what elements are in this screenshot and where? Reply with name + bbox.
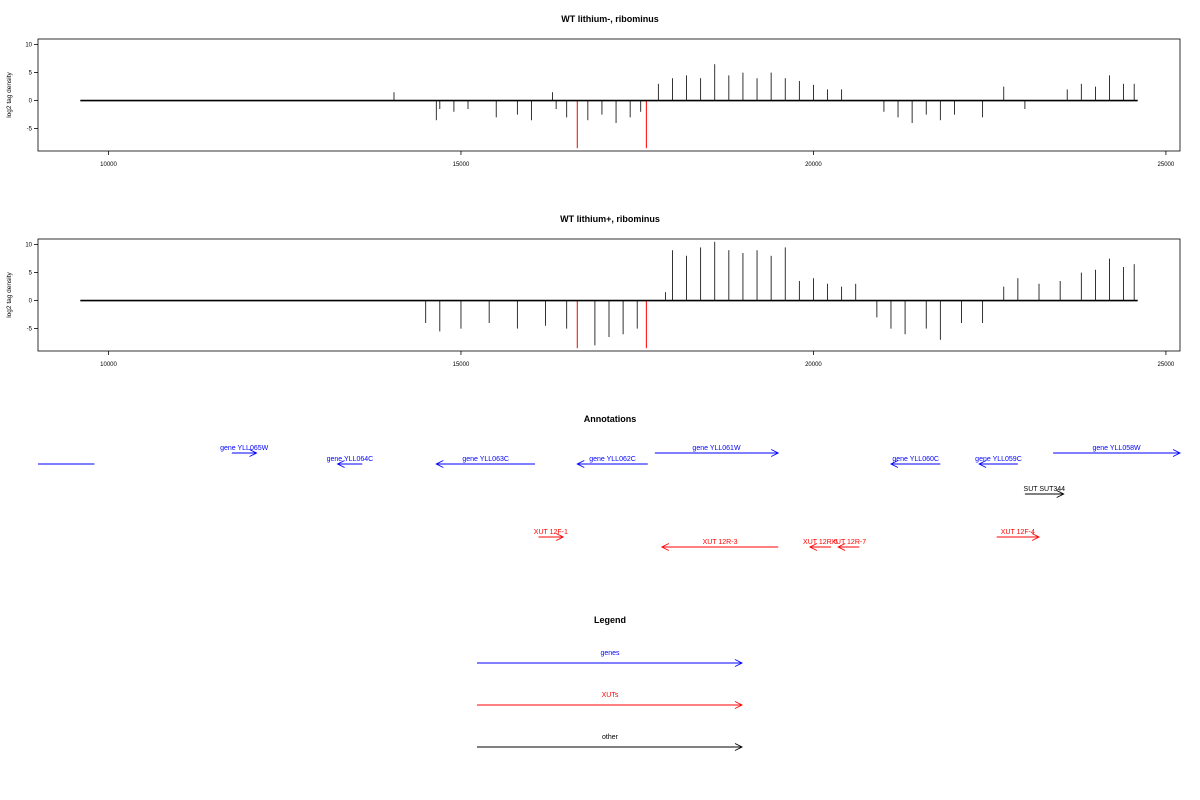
signal-bars bbox=[80, 241, 1138, 349]
panel-title: WT lithium-, ribominus bbox=[561, 14, 659, 24]
y-axis: -5 0 5 10 bbox=[25, 43, 38, 133]
arrowhead bbox=[889, 460, 899, 468]
legend-entry: other bbox=[477, 734, 744, 751]
feature: gene YLL064C bbox=[327, 456, 374, 468]
arrowhead bbox=[770, 449, 780, 457]
feature-label: gene YLL059C bbox=[975, 456, 1022, 463]
y-axis-label: log2 tag density bbox=[6, 71, 13, 117]
density-panel-lithium-minus: WT lithium-, ribominus log2 tag density … bbox=[6, 14, 1181, 168]
x-axis: 10000 15000 20000 25000 bbox=[100, 351, 1175, 368]
feature-label: gene YLL058W bbox=[1092, 445, 1141, 452]
arrowhead bbox=[734, 743, 744, 751]
feature-list: gene YLL065W gene YLL064C gene YLL063C gene… bbox=[38, 445, 1182, 551]
feature-label: gene YLL063C bbox=[462, 456, 509, 463]
arrowhead bbox=[978, 460, 987, 468]
feature: SUT SUT344 bbox=[1024, 486, 1066, 498]
feature: XUT 12F-4 bbox=[996, 529, 1041, 541]
x-tick-label: 15000 bbox=[453, 162, 470, 168]
x-tick-label: 25000 bbox=[1158, 162, 1175, 168]
plot-frame bbox=[37, 238, 1181, 352]
y-tick-label: 10 bbox=[25, 43, 32, 49]
feature-label: gene YLL061W bbox=[692, 445, 741, 452]
feature: XUT 12R-5 bbox=[803, 539, 838, 551]
arrowhead bbox=[808, 543, 818, 551]
y-tick-label: 5 bbox=[29, 71, 33, 77]
feature-label: gene YLL060C bbox=[892, 456, 939, 463]
feature-label: SUT SUT344 bbox=[1024, 486, 1066, 493]
y-tick-label: -5 bbox=[27, 327, 33, 333]
feature: gene YLL063C bbox=[435, 456, 535, 468]
arrowhead bbox=[576, 460, 585, 468]
arrowhead bbox=[336, 460, 345, 468]
plot-frame bbox=[37, 38, 1181, 152]
feature-label: XUT 12F-4 bbox=[1001, 529, 1035, 536]
feature: gene YLL059C bbox=[975, 456, 1022, 468]
feature-label: gene YLL062C bbox=[589, 456, 636, 463]
feature: gene YLL058W bbox=[1053, 445, 1182, 457]
feature: gene YLL060C bbox=[889, 456, 941, 468]
annotations-title: Annotations bbox=[584, 414, 637, 424]
signal-bars bbox=[80, 64, 1138, 149]
x-tick-label: 10000 bbox=[100, 162, 117, 168]
feature: gene YLL065W bbox=[220, 445, 269, 457]
y-tick-label: 0 bbox=[29, 99, 33, 105]
arrowhead bbox=[249, 449, 258, 457]
arrowhead bbox=[734, 659, 744, 667]
feature-label: gene YLL065W bbox=[220, 445, 269, 452]
x-axis: 10000 15000 20000 25000 bbox=[100, 151, 1175, 168]
feature: gene YLL062C bbox=[576, 456, 648, 468]
legend: Legend genes XUTs other bbox=[477, 615, 744, 751]
feature-label: gene YLL064C bbox=[327, 456, 374, 463]
x-tick-label: 20000 bbox=[805, 362, 822, 368]
arrowhead bbox=[1172, 449, 1182, 457]
feature-label: XUT 12R-5 bbox=[803, 539, 838, 546]
x-tick-label: 20000 bbox=[805, 162, 822, 168]
feature-label: XUT 12R-7 bbox=[831, 539, 866, 546]
x-tick-label: 15000 bbox=[453, 362, 470, 368]
legend-label: XUTs bbox=[602, 692, 619, 699]
arrowhead bbox=[555, 533, 565, 541]
feature-label: XUT 12R-3 bbox=[703, 539, 738, 546]
legend-label: other bbox=[602, 734, 619, 741]
y-tick-label: 0 bbox=[29, 299, 33, 305]
feature: XUT 12R-7 bbox=[831, 539, 866, 551]
legend-label: genes bbox=[600, 650, 620, 657]
arrowhead bbox=[435, 460, 444, 468]
legend-entry: genes bbox=[477, 650, 744, 667]
y-axis-label: log2 tag density bbox=[6, 271, 13, 317]
legend-entries: genes XUTs other bbox=[477, 650, 744, 751]
feature-label: XUT 12F-1 bbox=[534, 529, 568, 536]
arrowhead bbox=[837, 543, 846, 551]
feature: XUT 12F-1 bbox=[534, 529, 568, 541]
feature: gene YLL061W bbox=[654, 445, 780, 457]
y-tick-label: 5 bbox=[29, 271, 33, 277]
arrowhead bbox=[734, 701, 744, 709]
x-tick-label: 10000 bbox=[100, 362, 117, 368]
legend-entry: XUTs bbox=[477, 692, 744, 709]
arrowhead bbox=[1056, 490, 1065, 498]
legend-title: Legend bbox=[594, 615, 626, 625]
y-axis: -5 0 5 10 bbox=[25, 243, 38, 333]
x-tick-label: 25000 bbox=[1158, 362, 1175, 368]
y-tick-label: -5 bbox=[27, 127, 33, 133]
arrowhead bbox=[1031, 533, 1041, 541]
density-panel-lithium-plus: WT lithium+, ribominus log2 tag density … bbox=[6, 214, 1181, 368]
y-tick-label: 10 bbox=[25, 243, 32, 249]
arrowhead bbox=[660, 543, 670, 551]
feature: XUT 12R-3 bbox=[660, 539, 779, 551]
panel-title: WT lithium+, ribominus bbox=[560, 214, 660, 224]
